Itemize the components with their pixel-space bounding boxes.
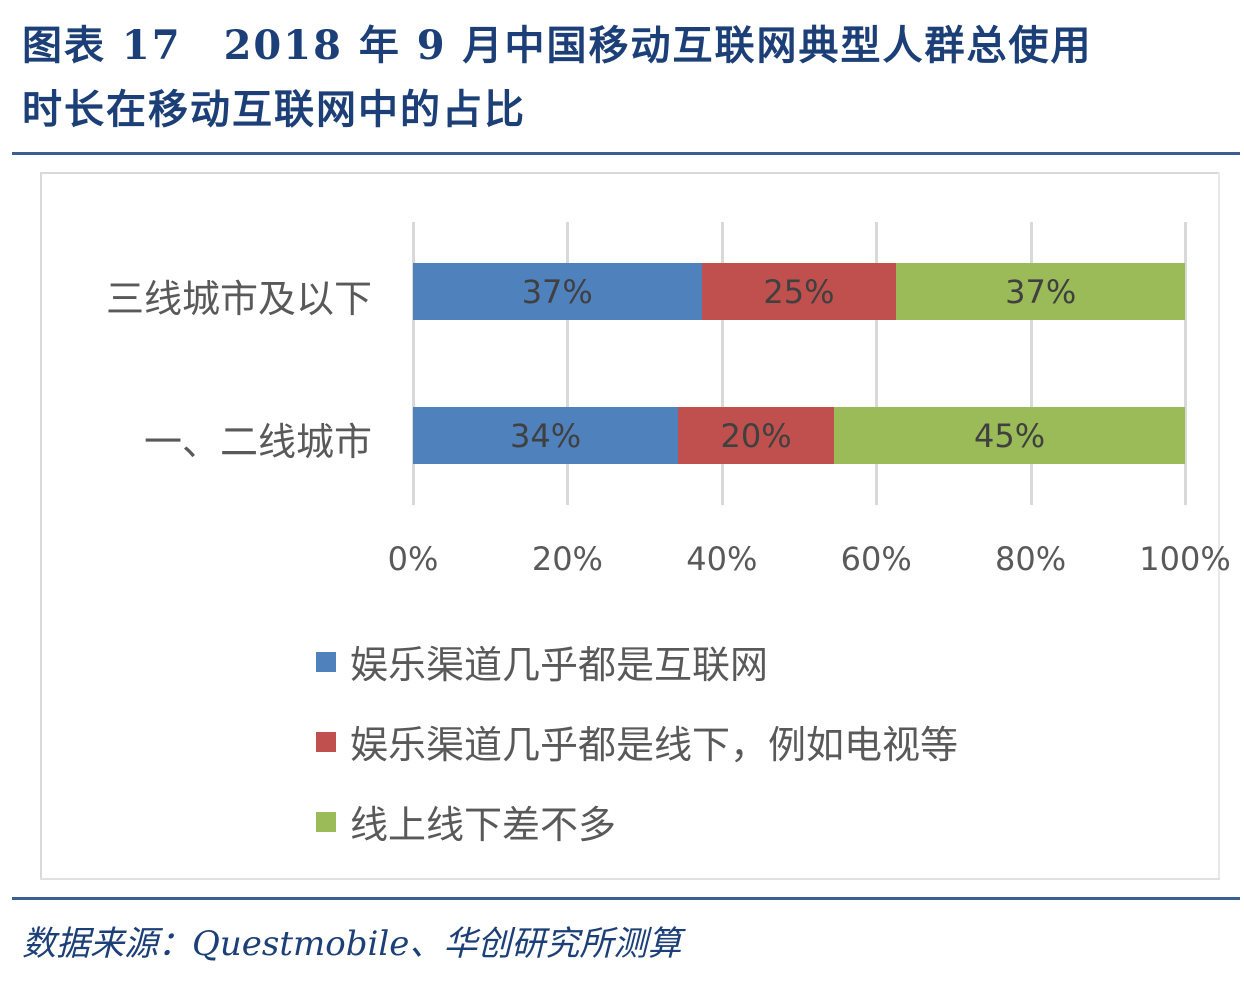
title-line-2: 时长在移动互联网中的占比 (22, 86, 526, 133)
legend-swatch-blue-icon (316, 651, 336, 672)
bar-segment: 20% (678, 407, 835, 464)
data-source-note: 数据来源：Questmobile、华创研究所测算 (22, 924, 682, 964)
bar-segment: 37% (896, 263, 1185, 320)
legend-label: 线上线下差不多 (350, 803, 617, 847)
chart-frame-bottom-edge (40, 878, 1220, 880)
x-tick-label: 100% (1139, 540, 1231, 578)
gridline (566, 222, 570, 505)
bar-segment: 25% (701, 263, 897, 320)
chart-frame-right-edge (1218, 172, 1220, 880)
title-divider (12, 152, 1240, 155)
bar-segment: 45% (834, 407, 1185, 464)
bar-segment: 34% (413, 407, 679, 464)
x-tick-label: 40% (686, 540, 758, 578)
gridline (720, 222, 724, 505)
chart-frame (40, 172, 1220, 880)
category-label-tier12: 一、二线城市 (143, 420, 372, 464)
gridline (412, 222, 415, 505)
legend-item-equal: 线上线下差不多 (316, 794, 616, 849)
legend-swatch-green-icon (316, 811, 336, 832)
bar-segment: 37% (413, 263, 702, 320)
figure-title: 图表 17 2018 年 9 月中国移动互联网典型人群总使用 时长在移动互联网中… (22, 14, 1232, 142)
gridline (1029, 222, 1033, 505)
stacked-bar: 37% 25% 37% (413, 263, 1185, 320)
title-line-1: 图表 17 2018 年 9 月中国移动互联网典型人群总使用 (22, 22, 1093, 69)
x-tick-label: 80% (995, 540, 1067, 578)
gridline (875, 222, 879, 505)
legend-swatch-red-icon (316, 731, 336, 752)
x-tick-label: 0% (387, 540, 439, 578)
legend-item-offline: 娱乐渠道几乎都是线下，例如电视等 (316, 714, 958, 769)
legend-item-internet: 娱乐渠道几乎都是互联网 (316, 634, 768, 689)
footer-divider (12, 897, 1240, 900)
category-label-tier3: 三线城市及以下 (105, 277, 372, 321)
gridline (1184, 222, 1187, 505)
stacked-bar: 34% 20% 45% (413, 407, 1185, 464)
legend-label: 娱乐渠道几乎都是线下，例如电视等 (350, 723, 959, 767)
x-tick-label: 60% (840, 540, 912, 578)
x-tick-label: 20% (531, 540, 603, 578)
legend-label: 娱乐渠道几乎都是互联网 (350, 643, 769, 687)
